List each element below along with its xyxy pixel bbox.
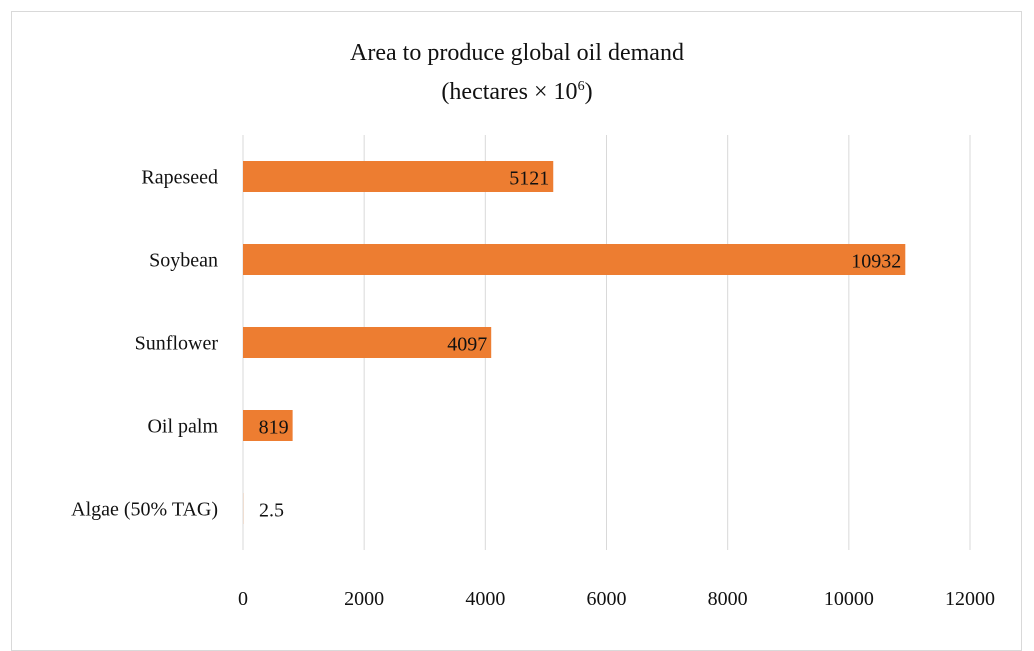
bar bbox=[243, 244, 905, 275]
data-label: 10932 bbox=[851, 251, 901, 273]
x-tick-label: 8000 bbox=[708, 588, 748, 610]
x-tick-label: 4000 bbox=[465, 588, 505, 610]
x-tick-label: 2000 bbox=[344, 588, 384, 610]
data-label: 2.5 bbox=[259, 500, 284, 522]
data-label: 5121 bbox=[509, 168, 549, 190]
data-label: 819 bbox=[259, 417, 289, 439]
bar bbox=[243, 161, 553, 192]
bar-chart: 0 2000 4000 6000 8000 10000 12000 Rapeseed 5121 S… bbox=[0, 0, 1034, 621]
data-label: 4097 bbox=[447, 334, 487, 356]
x-tick-label: 10000 bbox=[824, 588, 874, 610]
category-label: Rapeseed bbox=[141, 167, 218, 189]
x-tick-label: 12000 bbox=[945, 588, 995, 610]
x-tick-label: 6000 bbox=[587, 588, 627, 610]
x-tick-label: 0 bbox=[238, 588, 248, 610]
category-label: Sunflower bbox=[135, 333, 219, 355]
category-label: Oil palm bbox=[147, 416, 218, 438]
category-label: Soybean bbox=[149, 250, 218, 272]
category-label: Algae (50% TAG) bbox=[71, 499, 218, 521]
